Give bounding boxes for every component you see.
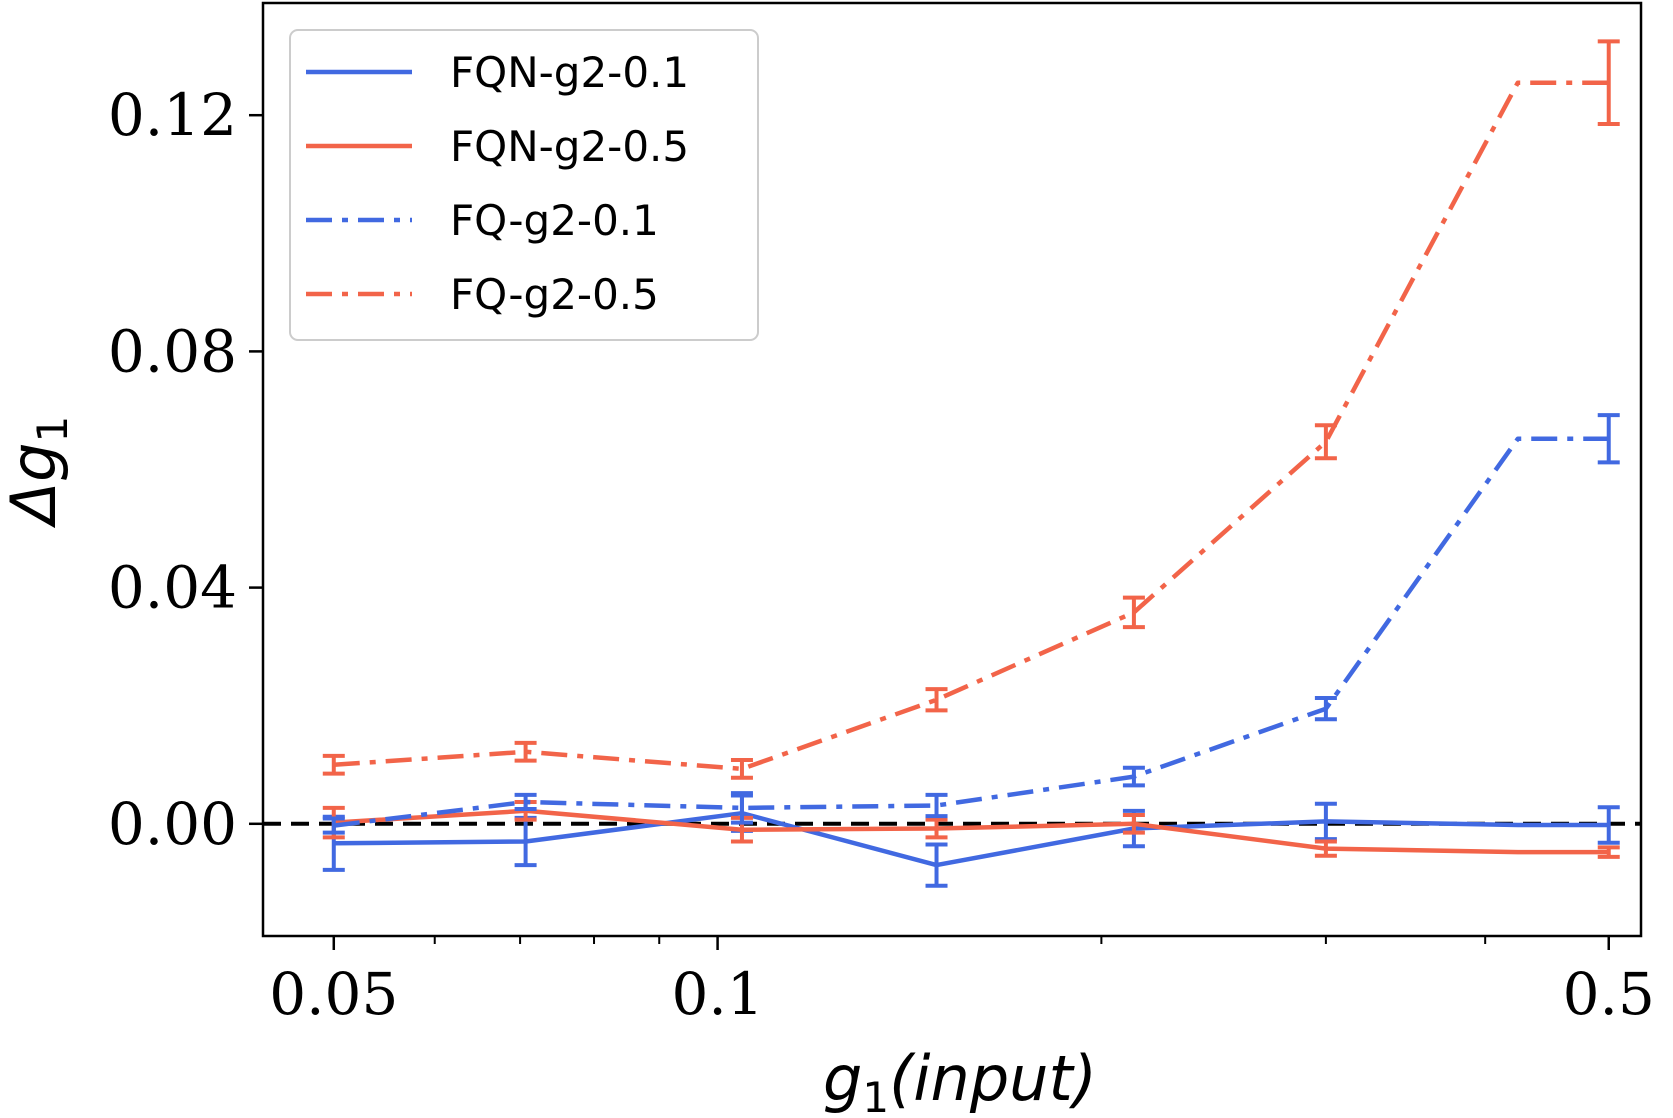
- y-tick-label: 0.12: [108, 81, 237, 149]
- legend-label: FQ-g2-0.1: [450, 196, 659, 245]
- series-line-fq-g2-0-5: [333, 80, 1609, 772]
- error-bar: [1597, 845, 1620, 859]
- legend-label: FQN-g2-0.1: [450, 48, 689, 97]
- error-bar: [925, 817, 948, 840]
- error-bar: [1597, 413, 1620, 465]
- error-bar: [1314, 801, 1337, 842]
- x-tick-label: 0.1: [671, 960, 763, 1028]
- error-bar: [322, 816, 345, 835]
- legend-entry: FQN-g2-0.1: [306, 48, 689, 97]
- legend-box: [289, 29, 759, 341]
- axes: 0.00 0.04 0.08 0.12 0.05 0.1 0.5: [108, 81, 1655, 1028]
- plot-area: [263, 39, 1641, 888]
- x-tick-label: 0.05: [269, 960, 398, 1028]
- series-line-fq-g2-0-1: [333, 436, 1609, 828]
- error-bar: [322, 753, 345, 776]
- error-bar: [1314, 696, 1337, 722]
- error-bar: [925, 687, 948, 713]
- series-line-fqn-g2-0-5: [333, 808, 1609, 855]
- error-bar: [514, 740, 537, 763]
- series-fq-g2-0-1: [322, 413, 1620, 835]
- x-axis-label-main: g: [823, 1042, 862, 1115]
- error-bar: [514, 792, 537, 812]
- legend: FQN-g2-0.1 FQN-g2-0.5 FQ-g2-0.1 FQ-g2-0.5: [289, 29, 759, 341]
- error-bar: [1597, 39, 1620, 127]
- y-axis-label-sub: 1: [28, 416, 77, 443]
- series-fq-g2-0-5: [322, 39, 1620, 780]
- error-bar: [925, 792, 948, 819]
- error-bar: [730, 791, 753, 825]
- x-axis-label: g1(input): [823, 1042, 1097, 1118]
- y-tick-label: 0.08: [108, 317, 237, 385]
- error-bar: [1597, 805, 1620, 845]
- plot-frame: [261, 1, 1643, 938]
- y-axis-label: Δg1: [0, 416, 77, 529]
- y-axis-label-main: Δg: [0, 442, 70, 528]
- x-axis-label-rest: (input): [889, 1042, 1097, 1115]
- legend-entry: FQN-g2-0.5: [306, 122, 689, 171]
- x-tick-label: 0.5: [1563, 960, 1655, 1028]
- y-tick-label: 0.00: [108, 790, 237, 858]
- series-fqn-g2-0-1: [322, 793, 1620, 888]
- error-bar: [1122, 812, 1145, 835]
- error-bar: [730, 758, 753, 780]
- error-bar: [1314, 423, 1337, 461]
- error-bar: [1314, 839, 1337, 858]
- error-bar: [925, 842, 948, 888]
- legend-label: FQN-g2-0.5: [450, 122, 689, 171]
- legend-entry: FQ-g2-0.5: [306, 270, 659, 319]
- y-tick-label: 0.04: [108, 554, 237, 622]
- error-bar: [1122, 595, 1145, 630]
- legend-items: FQN-g2-0.1 FQN-g2-0.5 FQ-g2-0.1 FQ-g2-0.5: [306, 48, 689, 319]
- legend-label: FQ-g2-0.5: [450, 270, 659, 319]
- legend-entry: FQ-g2-0.1: [306, 196, 659, 245]
- series-line-fqn-g2-0-1: [333, 810, 1609, 868]
- x-axis-label-sub: 1: [862, 1073, 889, 1118]
- error-bar: [1122, 765, 1145, 788]
